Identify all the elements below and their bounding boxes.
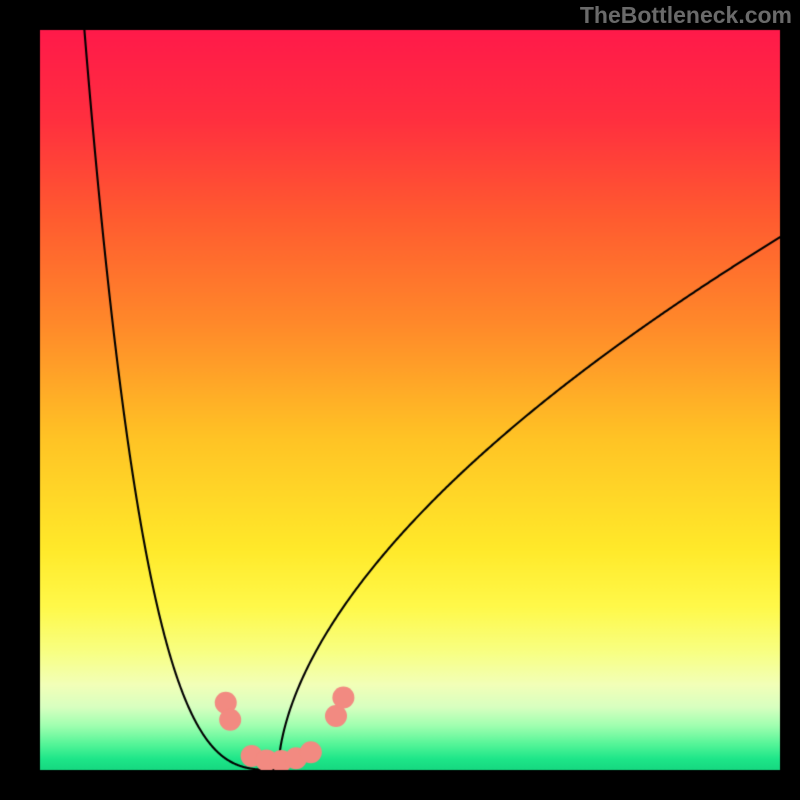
watermark: TheBottleneck.com [580,2,792,29]
bottleneck-curve-plot [0,0,800,800]
